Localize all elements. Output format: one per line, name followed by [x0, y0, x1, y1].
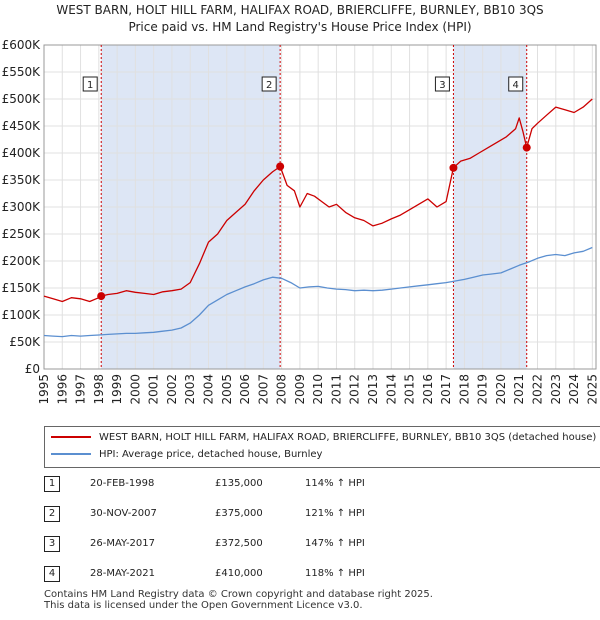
x-tick-label: 2001 — [147, 374, 161, 405]
sale-row: 4 28-MAY-2021 £410,000 118% ↑ HPI — [0, 566, 600, 586]
y-tick-label: £450K — [2, 119, 42, 133]
sale-hpi-change: 114% ↑ HPI — [305, 478, 365, 489]
sale-label-box — [508, 76, 524, 92]
x-tick-label: 2003 — [183, 374, 197, 405]
legend-label-hpi: HPI: Average price, detached house, Burn… — [99, 449, 323, 460]
sale-label: 4 — [513, 80, 519, 91]
x-tick-label: 2021 — [512, 374, 526, 405]
sale-label-box — [261, 76, 277, 92]
x-tick-label: 1995 — [37, 374, 51, 405]
x-tick-label: 1998 — [92, 374, 106, 405]
y-tick-label: £50K — [9, 335, 41, 349]
x-tick-label: 2018 — [457, 374, 471, 405]
x-tick-label: 1996 — [55, 374, 69, 405]
sale-label: 1 — [87, 80, 93, 91]
sale-row: 2 30-NOV-2007 £375,000 121% ↑ HPI — [0, 506, 600, 526]
x-tick-label: 2022 — [531, 374, 545, 405]
sale-number-badge: 3 — [44, 536, 60, 552]
y-tick-label: £150K — [2, 281, 42, 295]
sale-point — [522, 143, 531, 152]
sale-label-box — [434, 76, 450, 92]
sale-price: £135,000 — [215, 478, 263, 489]
plot-frame — [43, 44, 597, 370]
sale-label: 2 — [266, 80, 272, 91]
hpi-line — [43, 246, 593, 338]
x-tick-label: 2006 — [238, 374, 252, 405]
sale-hpi-change: 118% ↑ HPI — [305, 568, 365, 579]
legend: WEST BARN, HOLT HILL FARM, HALIFAX ROAD,… — [44, 426, 600, 468]
chart-subtitle: Price paid vs. HM Land Registry's House … — [128, 20, 472, 34]
sale-date: 30-NOV-2007 — [90, 508, 157, 519]
y-tick-label: £600K — [2, 38, 42, 52]
x-tick-label: 2024 — [567, 374, 581, 405]
x-tick-label: 2012 — [348, 374, 362, 405]
sale-number-badge: 1 — [44, 476, 60, 492]
y-tick-label: £0 — [25, 362, 40, 376]
x-tick-label: 1997 — [74, 374, 88, 405]
y-tick-label: £550K — [2, 65, 42, 79]
x-tick-label: 2017 — [439, 374, 453, 405]
sale-label: 3 — [439, 80, 445, 91]
x-tick-label: 2025 — [585, 374, 599, 405]
x-tick-label: 2000 — [128, 374, 142, 405]
legend-item-hpi: HPI: Average price, detached house, Burn… — [51, 449, 322, 460]
sale-price: £372,500 — [215, 538, 263, 549]
y-tick-label: £100K — [2, 308, 42, 322]
sale-point — [276, 162, 285, 171]
sale-hpi-change: 121% ↑ HPI — [305, 508, 365, 519]
x-tick-label: 1999 — [110, 374, 124, 405]
sale-point — [449, 163, 458, 172]
x-tick-label: 2004 — [202, 374, 216, 405]
sale-number-badge: 2 — [44, 506, 60, 522]
sale-price: £375,000 — [215, 508, 263, 519]
sale-hpi-change: 147% ↑ HPI — [305, 538, 365, 549]
chart-title: WEST BARN, HOLT HILL FARM, HALIFAX ROAD,… — [56, 3, 544, 17]
x-tick-label: 2016 — [421, 374, 435, 405]
x-tick-label: 2005 — [220, 374, 234, 405]
x-tick-label: 2019 — [476, 374, 490, 405]
sale-row: 3 26-MAY-2017 £372,500 147% ↑ HPI — [0, 536, 600, 556]
x-tick-label: 2014 — [384, 374, 398, 405]
sale-point — [97, 292, 106, 301]
y-tick-label: £350K — [2, 173, 42, 187]
sale-label-box — [82, 76, 98, 92]
legend-item-property: WEST BARN, HOLT HILL FARM, HALIFAX ROAD,… — [51, 432, 596, 443]
sale-number-badge: 4 — [44, 566, 60, 582]
x-tick-label: 2023 — [549, 374, 563, 405]
sale-date: 20-FEB-1998 — [90, 478, 155, 489]
sale-price: £410,000 — [215, 568, 263, 579]
sale-row: 1 20-FEB-1998 £135,000 114% ↑ HPI — [0, 476, 600, 496]
x-tick-label: 2020 — [494, 374, 508, 405]
legend-label-property: WEST BARN, HOLT HILL FARM, HALIFAX ROAD,… — [99, 432, 597, 443]
y-tick-label: £300K — [2, 200, 42, 214]
x-tick-label: 2010 — [311, 374, 325, 405]
y-tick-label: £250K — [2, 227, 42, 241]
x-tick-label: 2008 — [275, 374, 289, 405]
property-price-line — [43, 98, 593, 303]
y-tick-label: £400K — [2, 146, 42, 160]
x-tick-label: 2007 — [256, 374, 270, 405]
legend-swatch-property — [51, 436, 91, 438]
x-tick-label: 2015 — [403, 374, 417, 405]
x-tick-label: 2011 — [329, 374, 343, 405]
price-chart: £0 £50K £100K £150K £200K £250K £300K £350K £400… — [2, 38, 600, 405]
y-tick-label: £200K — [2, 254, 42, 268]
y-tick-label: £500K — [2, 92, 42, 106]
x-tick-label: 2009 — [293, 374, 307, 405]
sale-date: 28-MAY-2021 — [90, 568, 156, 579]
footer-copyright: Contains HM Land Registry data © Crown c… — [44, 589, 433, 600]
sale-date: 26-MAY-2017 — [90, 538, 156, 549]
legend-swatch-hpi — [51, 453, 91, 455]
footer-license: This data is licensed under the Open Gov… — [44, 600, 363, 611]
x-tick-label: 2013 — [366, 374, 380, 405]
x-tick-label: 2002 — [165, 374, 179, 405]
